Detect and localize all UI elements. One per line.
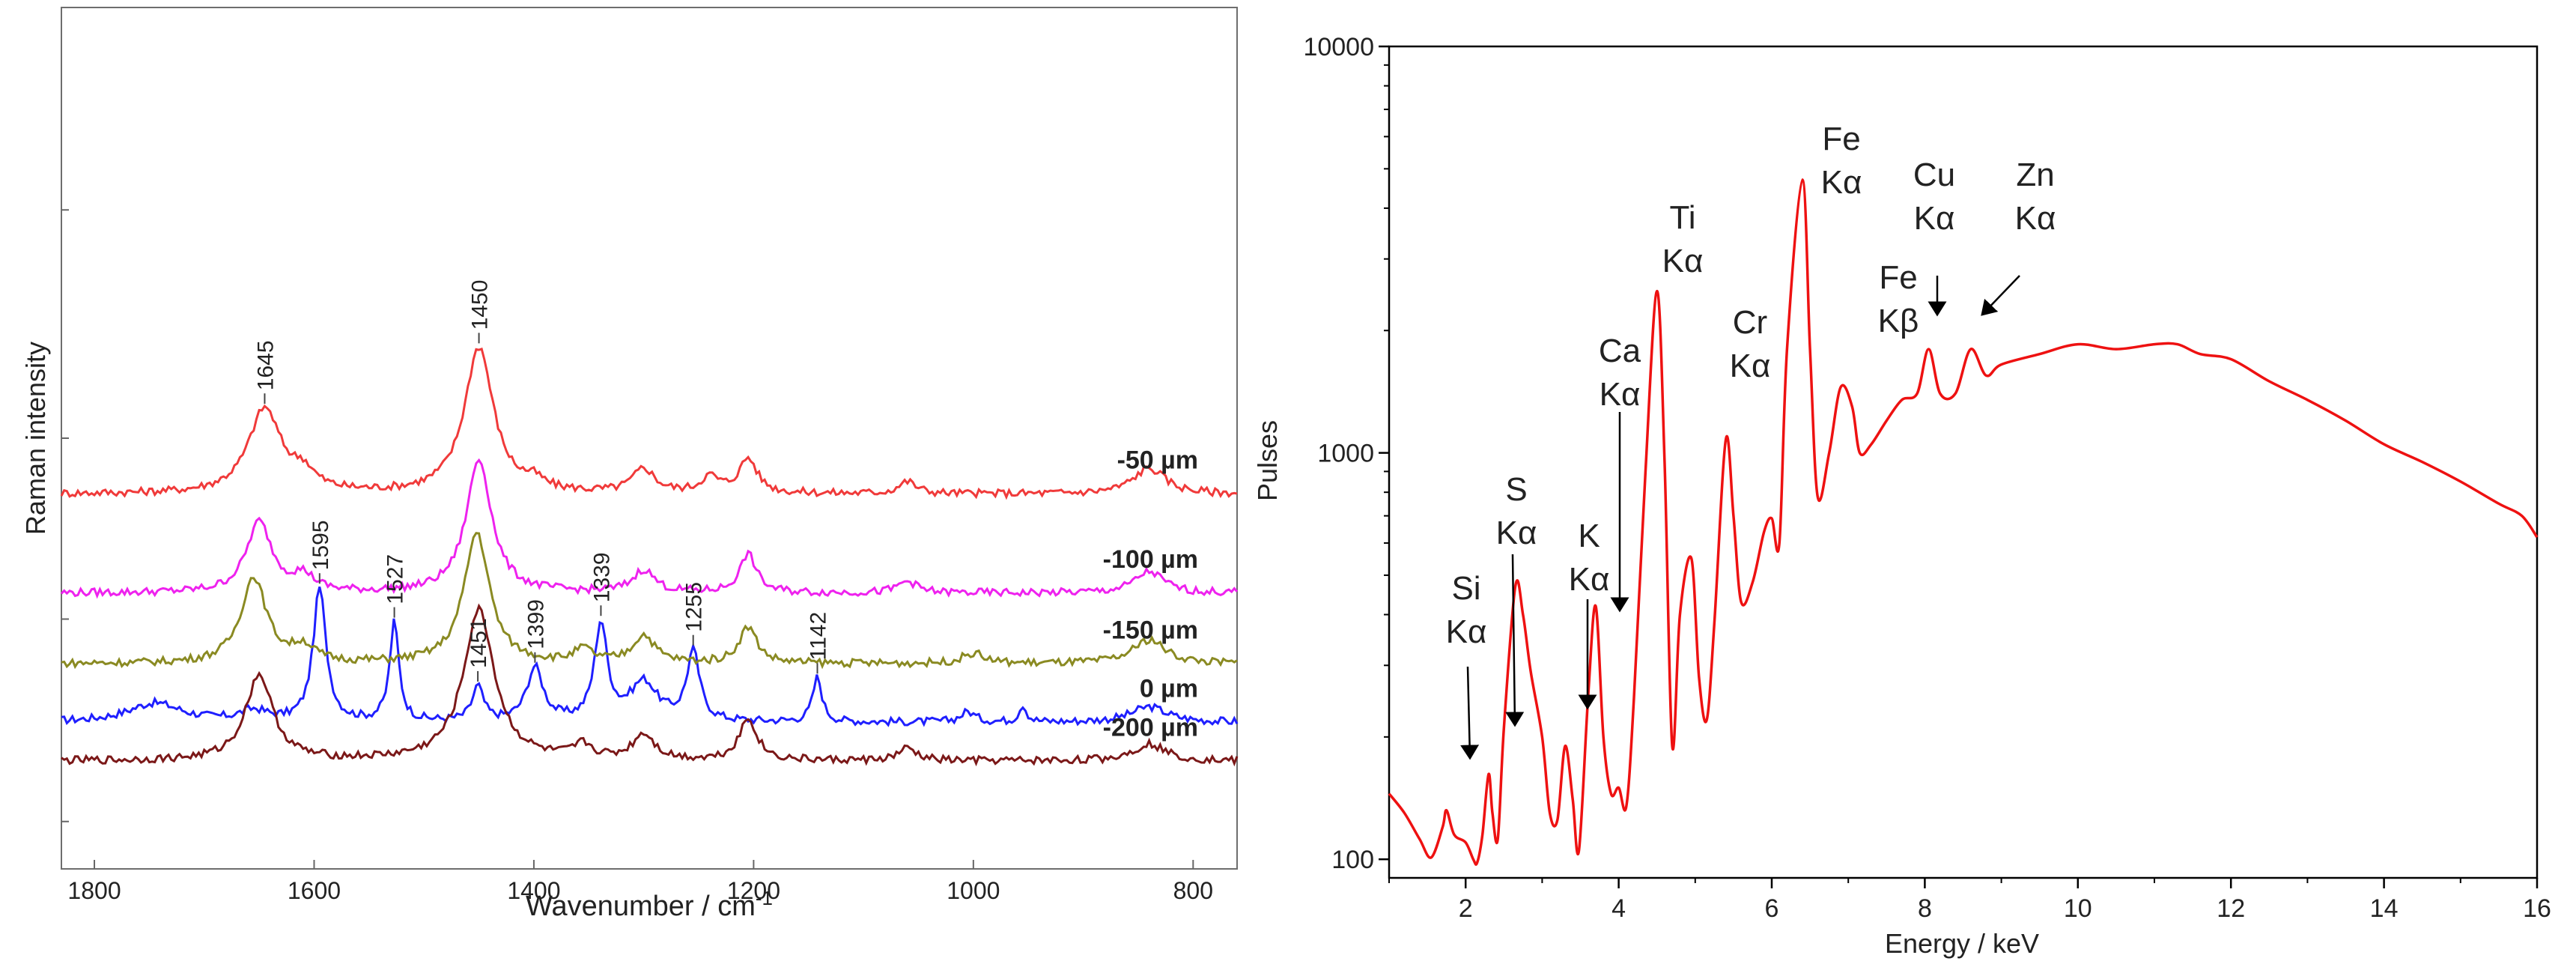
xrf-peak-annotation-line: Kα bbox=[1914, 200, 1955, 237]
xrf-peak-annotation-line: Ca bbox=[1599, 333, 1641, 369]
raman-series-layer bbox=[60, 347, 1239, 767]
xrf-x-tick-label: 16 bbox=[2523, 894, 2551, 923]
raman-peak-label: 1399 bbox=[523, 599, 548, 649]
xrf-peak-annotation-line: Kα bbox=[1821, 164, 1862, 201]
raman-series-line bbox=[61, 587, 1239, 727]
xrf-x-tick-label: 14 bbox=[2370, 894, 2399, 923]
xrf-spectrum-line bbox=[1388, 178, 2539, 866]
xrf-y-tick-label: 1000 bbox=[1317, 440, 1374, 468]
raman-x-tick-label: 1800 bbox=[67, 877, 121, 904]
xrf-peak-annotation: Zn Kα bbox=[2015, 157, 2056, 237]
raman-peak-label: 1255 bbox=[682, 582, 707, 632]
xrf-x-tick-label: 4 bbox=[1611, 894, 1626, 923]
xrf-peak-annotation: Fe Kβ bbox=[1878, 259, 1919, 339]
xrf-y-tick-label: 10000 bbox=[1303, 33, 1374, 61]
raman-series-label: -150 µm bbox=[1103, 616, 1198, 644]
xrf-plot-frame bbox=[1388, 45, 2539, 879]
xrf-peak-annotation: Fe Kα bbox=[1821, 121, 1862, 201]
raman-peak-label: 1595 bbox=[309, 520, 333, 570]
raman-y-axis bbox=[61, 209, 69, 822]
xrf-peak-annotation: Cr Kα bbox=[1730, 304, 1771, 384]
xrf-x-axis: 2 4 6 8 10 12 14 16 bbox=[1388, 878, 2551, 923]
xrf-x-tick-label: 10 bbox=[2064, 894, 2092, 923]
raman-peak-label: 1339 bbox=[589, 552, 614, 602]
raman-x-tick-label: 1400 bbox=[507, 877, 560, 904]
xrf-peak-annotation-line: Fe bbox=[1822, 121, 1860, 157]
xrf-peak-annotation-line: Kα bbox=[1730, 348, 1771, 384]
raman-x-axis-title-superscript: -1 bbox=[756, 887, 773, 909]
xrf-peak-annotation-line: Kα bbox=[1600, 376, 1641, 413]
xrf-peak-annotation-line: Kα bbox=[1496, 515, 1537, 551]
raman-peak-label: 1142 bbox=[806, 612, 830, 661]
raman-x-axis-title: Wavenumber / cm-1 bbox=[526, 887, 773, 922]
raman-x-axis-title-text: Wavenumber / cm bbox=[526, 891, 756, 922]
raman-y-axis-title: Raman intensity bbox=[20, 342, 51, 535]
xrf-chart: 2 4 6 8 10 12 14 16 100 1000 10000 Si Kα S Kα K Kα Ca Kα… bbox=[1252, 33, 2551, 959]
xrf-peak-annotation-line: Cr bbox=[1733, 304, 1767, 341]
xrf-peak-annotation: Ca Kα bbox=[1599, 333, 1641, 413]
xrf-peak-annotation-line: Ti bbox=[1669, 199, 1695, 236]
xrf-peak-annotation-line: Cu bbox=[1913, 157, 1955, 193]
xrf-peak-annotation-line: Fe bbox=[1879, 259, 1917, 296]
xrf-y-axis: 100 1000 10000 bbox=[1303, 33, 1389, 874]
raman-x-tick-label: 1600 bbox=[288, 877, 341, 904]
xrf-peak-annotation-line: S bbox=[1505, 471, 1527, 508]
xrf-x-tick-label: 8 bbox=[1918, 894, 1932, 923]
xrf-peak-annotation: Si Kα bbox=[1446, 570, 1487, 650]
xrf-peak-annotation: S Kα bbox=[1496, 471, 1537, 551]
raman-peak-label: 1645 bbox=[253, 340, 278, 390]
xrf-peak-annotation: Cu Kα bbox=[1913, 157, 1955, 237]
raman-peak-label: 1527 bbox=[383, 554, 408, 604]
raman-peak-label: 1451 bbox=[467, 618, 491, 668]
xrf-peak-arrow bbox=[1460, 666, 1480, 760]
raman-peak-label-layer: 1595 1527 1451 1399 1339 1255 1142 1645 1450 bbox=[253, 280, 830, 682]
raman-series-line bbox=[61, 532, 1238, 670]
xrf-peak-annotation-line: Si bbox=[1451, 570, 1480, 607]
raman-series-label-layer: 0 µm -50 µm -100 µm -150 µm -200 µm bbox=[1103, 446, 1198, 742]
xrf-peak-annotation: Ti Kα bbox=[1662, 199, 1704, 279]
raman-series-line bbox=[60, 458, 1239, 599]
raman-peak-label: 1450 bbox=[468, 280, 493, 330]
raman-series-label: -100 µm bbox=[1103, 545, 1198, 574]
raman-x-tick-label: 1200 bbox=[727, 877, 780, 904]
xrf-peak-annotation: K Kα bbox=[1569, 518, 1610, 598]
xrf-peak-annotation-line: Kβ bbox=[1878, 303, 1919, 339]
xrf-peak-annotation-line: Zn bbox=[2016, 157, 2054, 193]
raman-chart: 1595 1527 1451 1399 1339 1255 1142 1645 1450 0 µ… bbox=[20, 7, 1239, 922]
xrf-peak-arrow bbox=[1981, 275, 2020, 316]
raman-series-label: -200 µm bbox=[1103, 713, 1198, 742]
raman-x-axis: 1800 1600 1400 1200 1000 800 bbox=[67, 860, 1213, 904]
raman-series-line bbox=[60, 347, 1238, 500]
xrf-peak-annotation-line: Kα bbox=[1446, 613, 1487, 650]
xrf-x-tick-label: 6 bbox=[1765, 894, 1779, 923]
xrf-x-tick-label: 12 bbox=[2217, 894, 2245, 923]
raman-x-tick-label: 800 bbox=[1173, 877, 1213, 904]
xrf-peak-annotation-line: Kα bbox=[1662, 243, 1704, 279]
xrf-peak-annotation-line: K bbox=[1578, 518, 1600, 554]
raman-plot-frame bbox=[61, 7, 1238, 870]
raman-x-tick-label: 1000 bbox=[947, 877, 1000, 904]
xrf-x-axis-title: Energy / keV bbox=[1885, 928, 2039, 959]
xrf-x-tick-label: 2 bbox=[1459, 894, 1473, 923]
raman-series-label: -50 µm bbox=[1117, 446, 1198, 475]
xrf-y-axis-title: Pulses bbox=[1252, 420, 1283, 501]
raman-series-label: 0 µm bbox=[1140, 675, 1198, 703]
raman-series-line bbox=[61, 603, 1239, 767]
xrf-peak-arrow bbox=[1505, 554, 1525, 727]
xrf-peak-annotation-line: Kα bbox=[2015, 200, 2056, 237]
xrf-annotation-layer: Si Kα S Kα K Kα Ca Kα Ti Kα Cr Kα Fe Kα Fe Kβ Cu Kα Zn Kα bbox=[1446, 121, 2056, 760]
xrf-peak-annotation-line: Kα bbox=[1569, 561, 1610, 598]
xrf-y-tick-label: 100 bbox=[1331, 846, 1374, 874]
